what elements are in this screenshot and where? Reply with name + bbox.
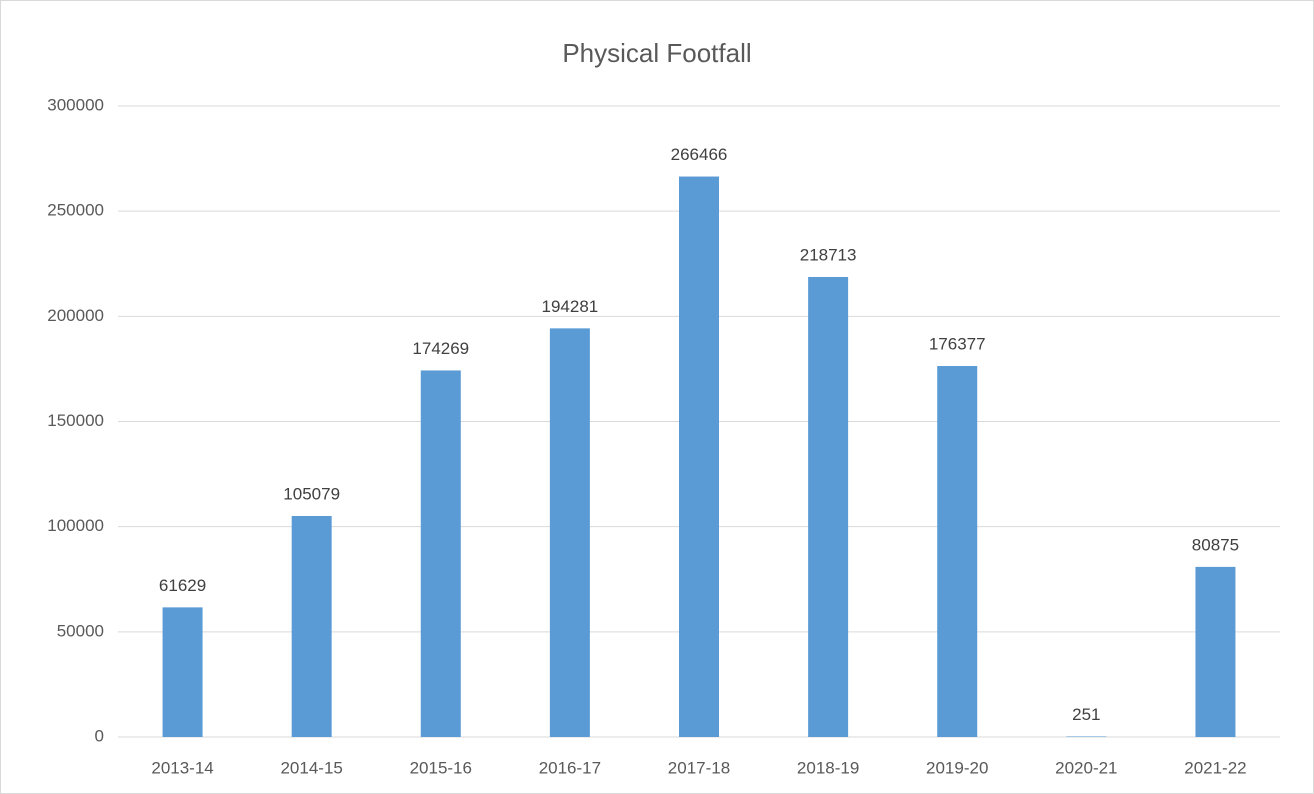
data-label: 174269 [412,339,469,358]
bar [162,607,203,737]
data-label: 218713 [800,245,857,264]
bar [937,366,978,737]
bar [291,515,332,737]
x-tick-label: 2019-20 [926,758,988,777]
x-tick-label: 2016-17 [539,758,601,777]
y-tick-label: 300000 [47,95,104,114]
y-tick-label: 200000 [47,306,104,325]
y-tick-label: 100000 [47,516,104,535]
data-label: 61629 [159,576,206,595]
y-tick-label: 250000 [47,201,104,220]
chart-title: Physical Footfall [562,38,751,68]
x-tick-label: 2017-18 [668,758,730,777]
y-tick-label: 150000 [47,411,104,430]
bar [420,370,461,737]
bar [1195,566,1236,737]
x-tick-label: 2018-19 [797,758,859,777]
data-label: 194281 [542,297,599,316]
data-label: 176377 [929,335,986,354]
x-tick-label: 2013-14 [151,758,213,777]
y-tick-label: 0 [95,726,104,745]
data-label: 105079 [283,484,340,503]
bar [679,176,719,737]
data-label: 251 [1072,705,1100,724]
bar [1066,736,1107,737]
x-tick-label: 2021-22 [1184,758,1246,777]
x-tick-label: 2020-21 [1055,758,1117,777]
x-tick-label: 2015-16 [410,758,472,777]
x-tick-label: 2014-15 [280,758,342,777]
bar [549,328,590,737]
bar [808,276,849,737]
y-tick-label: 50000 [57,621,104,640]
data-label: 80875 [1192,535,1239,554]
data-label: 266466 [671,145,728,164]
